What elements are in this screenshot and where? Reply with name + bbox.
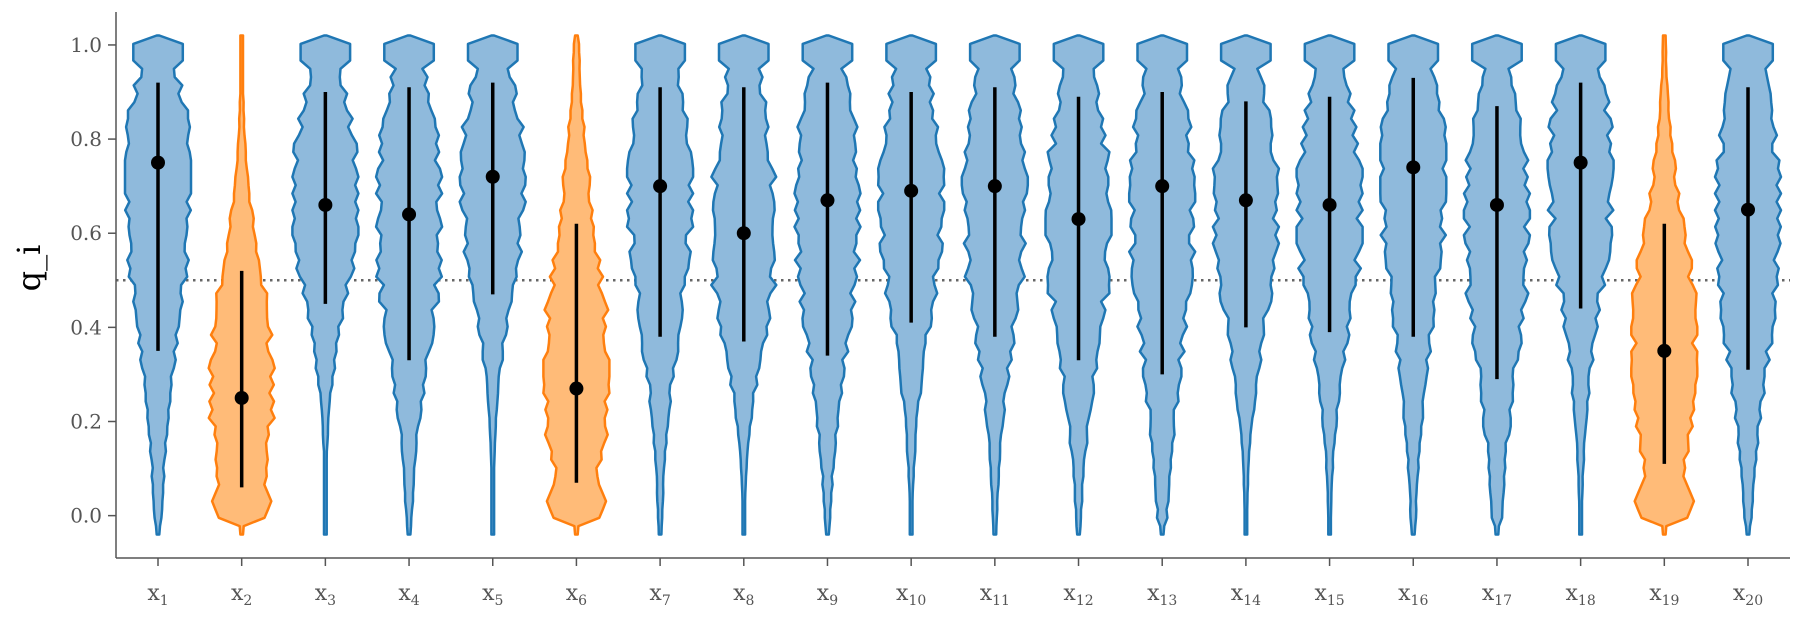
median-point-3: [318, 197, 333, 212]
x-tick-label-3: x3: [315, 581, 336, 609]
x-tick-label-14: x14: [1231, 581, 1261, 609]
violin-layer: [123, 34, 1783, 536]
median-point-1: [151, 155, 165, 170]
x-tick-label-1: x1: [147, 581, 168, 609]
median-point-11: [987, 179, 1002, 194]
x-tick-label-15: x15: [1314, 581, 1344, 609]
x-tick-label-19: x19: [1649, 581, 1679, 609]
x-tick-label-9: x9: [817, 581, 838, 609]
x-tick-label-18: x18: [1566, 581, 1596, 609]
median-point-8: [736, 226, 751, 241]
median-point-18: [1573, 155, 1588, 170]
y-tick-label-0: 0.0: [70, 504, 102, 528]
median-point-13: [1155, 179, 1170, 194]
median-point-7: [653, 179, 668, 194]
median-point-2: [234, 390, 249, 405]
axes-layer: x1 x2 x3 x4 x5 x6 x7 x8 x9 x10 x11 x12 x13 x14 x15 x16 x…: [70, 12, 1790, 609]
x-tick-label-7: x7: [649, 581, 670, 609]
x-tick-label-8: x8: [733, 581, 754, 609]
x-tick-label-6: x6: [566, 581, 587, 609]
median-point-17: [1489, 197, 1504, 212]
y-tick-label-1: 0.2: [70, 410, 102, 434]
x-tick-label-4: x4: [398, 581, 419, 609]
median-point-6: [569, 381, 584, 396]
x-tick-label-12: x12: [1063, 581, 1093, 609]
median-point-19: [1657, 343, 1672, 358]
x-tick-label-17: x17: [1482, 581, 1512, 609]
x-tick-label-16: x16: [1398, 581, 1428, 609]
median-point-20: [1741, 202, 1755, 217]
median-point-12: [1071, 212, 1086, 227]
x-tick-label-5: x5: [482, 581, 503, 609]
y-axis-title: q_i: [10, 245, 48, 292]
median-point-5: [485, 169, 500, 184]
x-tick-label-13: x13: [1147, 581, 1177, 609]
median-point-4: [402, 207, 417, 222]
x-tick-label-11: x11: [980, 581, 1010, 609]
x-tick-label-2: x2: [231, 581, 252, 609]
y-tick-label-2: 0.4: [70, 315, 102, 339]
median-point-16: [1406, 160, 1421, 175]
median-point-14: [1238, 193, 1253, 208]
median-point-9: [820, 193, 835, 208]
median-point-10: [904, 183, 919, 198]
y-tick-label-3: 0.6: [70, 221, 102, 245]
median-point-15: [1322, 197, 1337, 212]
x-tick-label-10: x10: [896, 581, 926, 609]
x-tick-label-20: x20: [1733, 581, 1763, 609]
y-tick-label-5: 1.0: [70, 33, 102, 57]
y-tick-label-4: 0.8: [70, 127, 102, 151]
